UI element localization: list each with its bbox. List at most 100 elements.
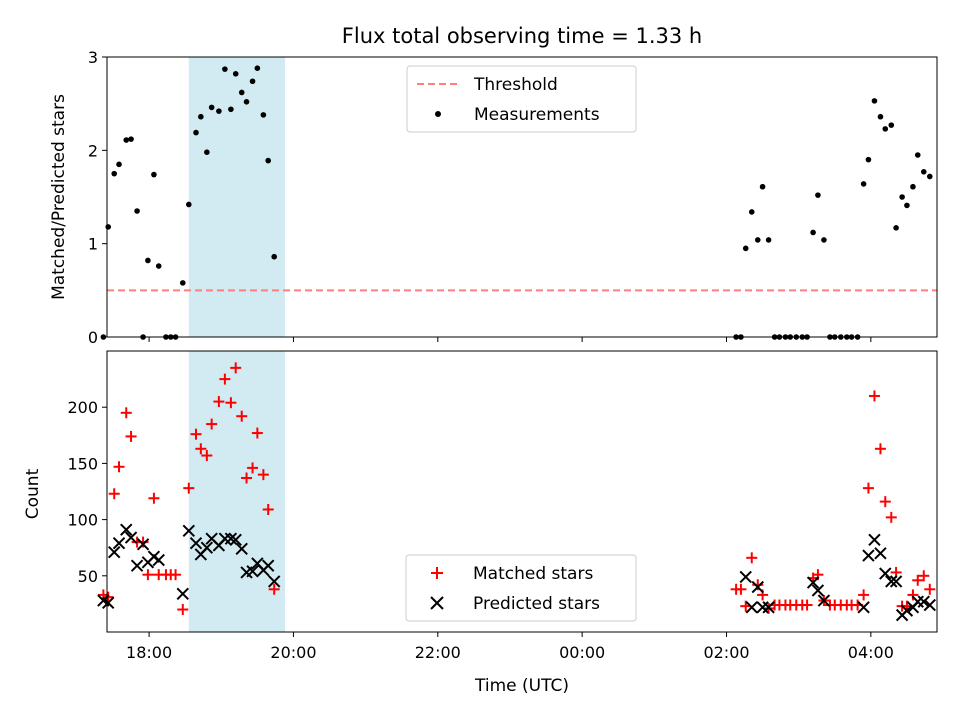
measurement-point <box>810 229 816 236</box>
ratio-panel: 0 1 2 3 Matched/Predicted stars Threshold M… <box>49 48 938 347</box>
measurement-point <box>208 104 215 111</box>
measurement-point <box>865 156 872 163</box>
legend-matched-label: Matched stars <box>473 564 593 584</box>
matched-star-point <box>201 450 213 462</box>
matched-star-point <box>125 430 137 442</box>
matched-star-point <box>752 579 764 591</box>
matched-star-point <box>247 462 259 474</box>
predicted-star-point <box>182 524 196 538</box>
observing-window-span <box>188 351 286 632</box>
measurement-point <box>910 183 916 190</box>
measurement-point <box>893 225 899 231</box>
matched-star-point <box>236 410 248 422</box>
y-tick-label: 150 <box>67 454 98 473</box>
legend-threshold-label: Threshold <box>473 75 558 95</box>
predicted-star-point <box>751 580 764 594</box>
legend-measurements-label: Measurements <box>474 105 600 125</box>
predicted-star-point <box>756 601 769 614</box>
matched-star-point <box>918 570 930 582</box>
measurement-point <box>882 126 889 132</box>
legend-measurements-swatch <box>435 111 441 117</box>
matched-star-point <box>862 482 874 494</box>
matched-star-point <box>912 574 924 586</box>
measurement-point <box>904 202 910 209</box>
matched-star-point <box>170 569 182 581</box>
predicted-star-point <box>911 595 924 608</box>
measurement-point <box>742 245 749 252</box>
legend-matched-swatch <box>431 567 443 579</box>
measurement-point <box>204 149 210 155</box>
predicted-star-point <box>108 545 121 559</box>
x-tick-label: 22:00 <box>415 643 461 662</box>
predicted-star-point <box>189 536 203 550</box>
measurement-point <box>260 112 267 118</box>
x-tick-label: 00:00 <box>559 643 605 662</box>
predicted-star-point <box>811 584 825 597</box>
measurement-point <box>216 108 222 114</box>
x-axis-label: Time (UTC) <box>474 676 569 696</box>
matched-star-point <box>190 428 202 440</box>
measurement-point <box>821 237 827 243</box>
matched-star-point <box>148 492 160 504</box>
matched-star-point <box>113 461 125 473</box>
predicted-star-point <box>136 538 150 551</box>
predicted-star-point <box>130 559 144 572</box>
ratio-panel-frame <box>106 56 938 338</box>
measurement-point <box>914 152 921 158</box>
matched-star-point <box>177 604 189 616</box>
matched-star-point <box>251 427 263 439</box>
measurement-point <box>151 171 157 178</box>
count-y-axis-label: Count <box>23 468 43 519</box>
measurement-point <box>759 183 766 190</box>
measurement-point <box>198 113 204 120</box>
predicted-star-point <box>235 542 248 556</box>
measurement-point <box>116 161 122 168</box>
predicted-star-point <box>739 570 752 584</box>
measurement-point <box>238 89 245 96</box>
matched-star-point <box>858 589 870 601</box>
measurement-point <box>899 194 905 200</box>
matched-star-point <box>102 591 114 603</box>
predicted-star-point <box>923 598 936 612</box>
predicted-star-point <box>857 601 870 614</box>
measurement-point <box>920 169 927 175</box>
measurement-point <box>123 137 130 143</box>
matched-star-point <box>868 390 880 402</box>
measurement-point <box>243 99 250 105</box>
measurement-point <box>265 157 271 164</box>
measurement-point <box>155 263 162 269</box>
count-legend: Matched stars Predicted stars <box>405 554 637 622</box>
predicted-star-point <box>176 587 189 600</box>
predicted-star-point <box>862 549 875 562</box>
predicted-star-point <box>229 533 242 547</box>
legend-predicted-swatch <box>430 596 444 610</box>
measurement-point <box>128 136 134 142</box>
measurement-point <box>193 129 199 136</box>
measurement-point <box>271 253 278 260</box>
measurement-point <box>754 237 761 243</box>
y-tick-label: 1 <box>88 235 98 254</box>
matched-star-point <box>137 536 149 548</box>
measurement-point <box>926 173 933 180</box>
matched-star-point <box>268 583 280 595</box>
predicted-star-point <box>152 553 165 567</box>
predicted-star-point <box>817 594 831 607</box>
matched-star-point <box>213 396 225 408</box>
predicted-star-point <box>917 595 930 608</box>
predicted-star-point <box>762 601 775 614</box>
measurement-point <box>765 237 772 243</box>
matched-star-point <box>120 407 132 419</box>
measurement-point <box>748 209 755 215</box>
predicted-star-point <box>745 601 758 614</box>
matched-star-point <box>142 569 154 581</box>
measurement-point <box>111 170 118 177</box>
matched-star-point <box>885 511 897 523</box>
matched-star-point <box>879 496 891 508</box>
matched-star-point <box>257 469 269 481</box>
x-tick-label: 20:00 <box>270 643 316 662</box>
predicted-star-point <box>200 541 214 554</box>
predicted-star-point <box>874 547 887 560</box>
chart-title: Flux total observing time = 1.33 h <box>342 24 702 48</box>
predicted-star-point <box>120 523 133 536</box>
measurement-point <box>179 280 186 286</box>
